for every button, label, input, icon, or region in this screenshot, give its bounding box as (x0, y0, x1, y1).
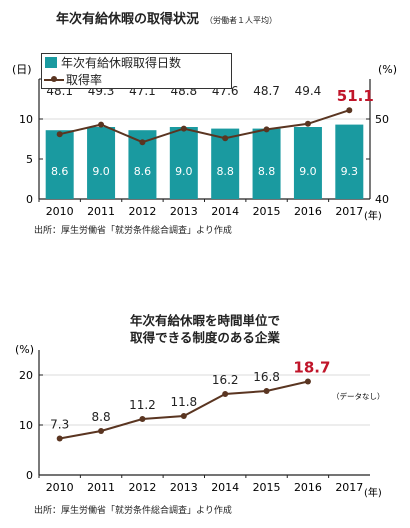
data-value-label: 11.2 (129, 398, 156, 412)
rate-value-label: 51.1 (337, 87, 374, 105)
left-tick-label: 0 (26, 193, 33, 206)
data-point (98, 428, 105, 434)
rate-point (139, 139, 146, 146)
chart2-svg: 0 10 20 2010 2011 2012 2013 2014 2015 2016 2017 7.… (15, 343, 385, 499)
x-tick-label: 2010 (46, 205, 74, 218)
rate-point (56, 131, 63, 138)
chart1-bars (45, 124, 364, 199)
x-tick-label: 2016 (294, 205, 322, 218)
legend-bar-swatch (45, 57, 57, 68)
chart2-axes: 0 10 20 (19, 350, 370, 482)
right-tick-label: 40 (375, 193, 389, 206)
data-point (56, 435, 63, 442)
x-tick-label: 2015 (253, 205, 281, 218)
y-tick-label: 20 (19, 369, 33, 382)
legend-line-swatch (44, 74, 64, 85)
rate-value-label: 49.4 (295, 84, 322, 98)
legend-item-days: 年次有給休暇取得日数 (42, 54, 231, 71)
y-tick-label: 0 (26, 469, 33, 482)
bar (252, 128, 281, 199)
bar (87, 127, 116, 199)
x-tick-label: 2017 (335, 205, 363, 218)
data-point (222, 391, 229, 397)
chart2-title: 年次有給休暇を時間単位で 取得できる制度のある企業 (0, 312, 410, 346)
rate-value-label: 48.7 (253, 84, 280, 98)
chart2-y-unit: (%) (15, 343, 34, 356)
data-value-label: 16.8 (253, 370, 280, 384)
chart1-source: 出所：厚生労働省「就労条件総合調査」より作成 (34, 226, 232, 236)
chart1-legend: 年次有給休暇取得日数 取得率 (41, 53, 232, 89)
chart1-line (56, 107, 353, 146)
left-tick-label: 10 (19, 113, 33, 126)
x-tick-label: 2017 (335, 481, 363, 494)
chart2-source: 出所：厚生労働省「就労条件総合調査」より作成 (34, 506, 232, 516)
rate-point (98, 121, 105, 128)
chart1-title-text: 年次有給休暇の取得状況 (56, 12, 200, 27)
bar-value-label: 9.0 (299, 165, 317, 178)
rate-point (346, 107, 353, 114)
bar-value-label: 9.0 (92, 165, 110, 178)
rate-point (180, 125, 187, 132)
chart1-x-suffix: (年) (364, 209, 382, 222)
chart2-line (56, 378, 311, 442)
x-tick-label: 2014 (211, 205, 239, 218)
chart1-axes: 0 5 10 40 50 (19, 78, 389, 206)
chart2-title-line1: 年次有給休暇を時間単位で (129, 313, 280, 328)
chart2-no-data: （データなし） (332, 391, 385, 401)
rate-point (263, 126, 270, 133)
x-tick-label: 2015 (253, 481, 281, 494)
x-tick-label: 2016 (294, 481, 322, 494)
x-tick-label: 2011 (87, 205, 115, 218)
bar (293, 127, 322, 199)
x-tick-label: 2010 (46, 481, 74, 494)
x-tick-label: 2011 (87, 481, 115, 494)
y-tick-label: 10 (19, 419, 33, 432)
data-value-label: 16.2 (212, 373, 239, 387)
data-point (139, 416, 146, 422)
chart2-grid (39, 374, 370, 426)
chart2-title-line2: 取得できる制度のある企業 (130, 330, 280, 345)
x-tick-label: 2013 (170, 205, 198, 218)
data-point (263, 388, 270, 394)
chart1-left-unit: (日) (12, 63, 32, 76)
x-tick-label: 2012 (128, 205, 156, 218)
x-tick-label: 2014 (211, 481, 239, 494)
bar (335, 124, 364, 199)
data-value-label: 8.8 (92, 410, 111, 424)
data-point (304, 378, 311, 385)
chart1-title-note: （労働者１人平均） (205, 16, 278, 25)
chart1-svg: 0 5 10 40 50 8.6 2010 9.0 2011 8.6 2012 9.0 2013 8.8… (12, 63, 397, 222)
chart2-x-suffix: (年) (364, 486, 382, 499)
chart2-labels: 2010 2011 2012 2013 2014 2015 2016 2017 7.3 8.8 11… (46, 359, 364, 495)
bar (45, 130, 74, 199)
bar-value-label: 8.8 (258, 165, 276, 178)
x-tick-label: 2013 (170, 481, 198, 494)
data-point (180, 413, 187, 419)
rate-line (59, 109, 350, 144)
bar-value-label: 8.8 (216, 165, 234, 178)
legend-line-label: 取得率 (66, 73, 103, 87)
legend-item-rate: 取得率 (42, 71, 231, 88)
rate-point (222, 135, 229, 142)
x-tick-label: 2012 (128, 481, 156, 494)
bar-value-label: 8.6 (51, 165, 69, 178)
chart1-title: 年次有給休暇の取得状況 （労働者１人平均） (56, 8, 277, 27)
bar (169, 127, 198, 199)
rate-point (304, 120, 311, 127)
chart1-right-unit: (%) (378, 63, 397, 76)
bar-value-label: 9.0 (175, 165, 193, 178)
right-tick-label: 50 (375, 113, 389, 126)
data-value-label: 18.7 (293, 359, 330, 377)
data-value-label: 7.3 (50, 418, 69, 432)
data-value-label: 11.8 (170, 395, 197, 409)
bar-value-label: 8.6 (134, 165, 152, 178)
left-tick-label: 5 (26, 153, 33, 166)
legend-bar-label: 年次有給休暇取得日数 (61, 56, 182, 70)
bar-value-label: 9.3 (341, 165, 359, 178)
